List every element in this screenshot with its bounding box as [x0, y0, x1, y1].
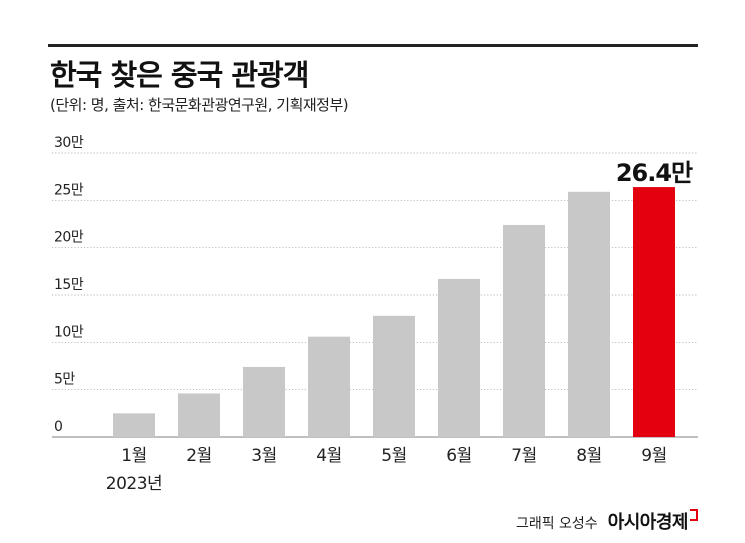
x-tick-label: 4월 — [316, 446, 341, 466]
year-label: 2023년 — [106, 474, 162, 494]
bar — [243, 366, 285, 437]
x-tick-label: 8월 — [576, 446, 601, 466]
chart-subtitle: (단위: 명, 출처: 한국문화관광연구원, 기획재정부) — [50, 96, 349, 114]
bar — [113, 413, 155, 437]
bar-chart: 0 5만 10만 15만 20만 25만 30만 1월 2월 3월 4월 5월 6월 7월 8월 9월 26.4… — [52, 135, 698, 494]
y-tick-label: 5만 — [54, 372, 75, 388]
bar — [178, 393, 220, 437]
x-tick-label: 5월 — [381, 446, 406, 466]
bar — [503, 224, 545, 437]
y-tick-label: 25만 — [54, 182, 84, 198]
x-tick-label: 1월 — [121, 446, 146, 466]
y-tick-label: 30만 — [54, 135, 84, 151]
bar — [633, 187, 675, 437]
x-tick-label: 6월 — [446, 446, 471, 466]
labels: 0 5만 10만 15만 20만 25만 30만 1월 2월 3월 4월 5월 6월 7월 8월 9월 26.4… — [54, 135, 694, 494]
y-tick-label: 0 — [54, 419, 62, 435]
x-tick-label: 7월 — [511, 446, 536, 466]
brand-name: 아시아경제 — [607, 512, 689, 533]
x-tick-label: 2월 — [186, 446, 211, 466]
data-label: 26.4만 — [616, 159, 693, 187]
graphic-credit: 그래픽 오성수 — [515, 516, 598, 532]
bar — [568, 191, 610, 437]
bars — [113, 187, 675, 437]
brand-logo: 아시아경제 — [608, 508, 698, 534]
y-tick-label: 20만 — [54, 230, 84, 246]
brand-mark-icon — [690, 509, 698, 521]
x-tick-label: 9월 — [641, 446, 666, 466]
x-tick-label: 3월 — [251, 446, 276, 466]
top-rule — [48, 44, 698, 47]
bar — [438, 278, 480, 437]
bar — [373, 315, 415, 437]
credit: 그래픽 오성수 아시아경제 — [516, 508, 698, 534]
y-tick-label: 10만 — [54, 324, 84, 340]
bar — [308, 336, 350, 437]
y-tick-label: 15만 — [54, 277, 84, 293]
chart-title: 한국 찾은 중국 관광객 — [50, 58, 309, 92]
